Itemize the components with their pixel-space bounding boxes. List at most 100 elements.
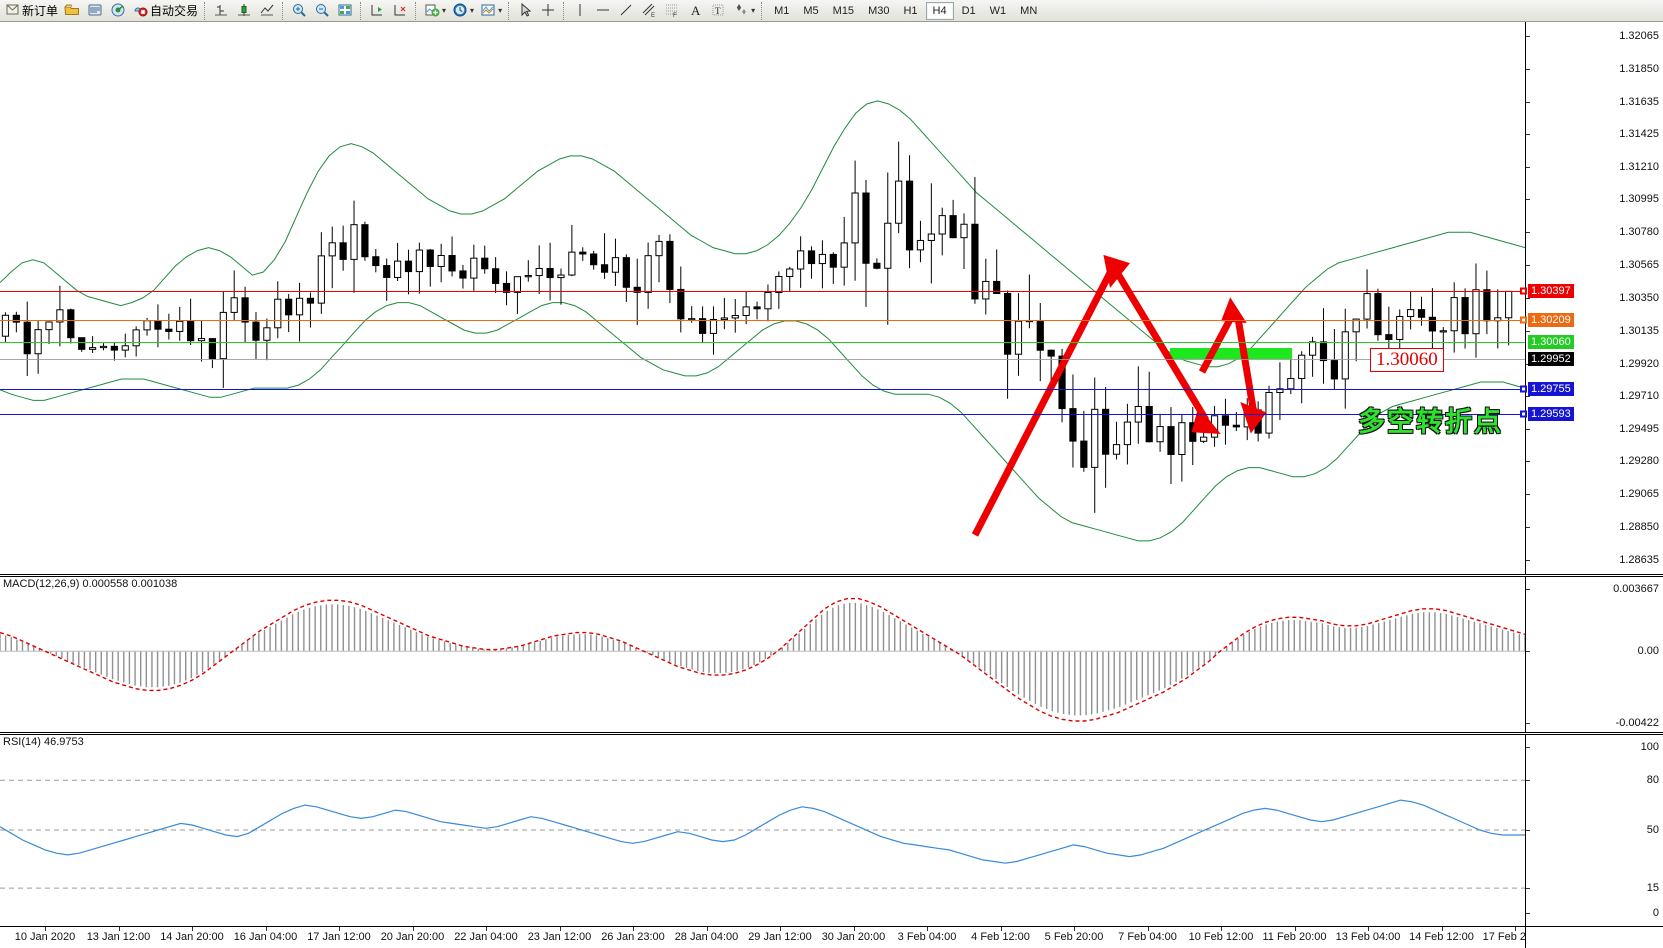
toolbar-separator bbox=[761, 1, 764, 20]
price-level-line[interactable] bbox=[0, 388, 1525, 390]
text-button[interactable]: A bbox=[684, 1, 707, 21]
price-axis[interactable]: 1.32065 1.31850 1.31635 1.31425 1.31210 1.309… bbox=[1520, 22, 1663, 574]
price-level-line[interactable] bbox=[0, 358, 1525, 360]
price-plot-region[interactable] bbox=[0, 22, 1525, 574]
candlestick bbox=[459, 265, 467, 289]
price-level-badge[interactable]: 1.30209 bbox=[1528, 312, 1574, 327]
crosshair-button[interactable] bbox=[537, 1, 560, 21]
folder-button[interactable] bbox=[61, 1, 84, 21]
time-axis-tick bbox=[780, 927, 781, 931]
vertical-line-button[interactable] bbox=[569, 1, 592, 21]
price-level-line[interactable] bbox=[0, 319, 1525, 321]
auto-scroll-button[interactable] bbox=[389, 1, 412, 21]
macd-axis-label: -0.00422 bbox=[1615, 717, 1659, 729]
candlestick bbox=[916, 220, 925, 263]
zoom-out-button[interactable] bbox=[311, 1, 334, 21]
time-axis-label: 23 Jan 12:00 bbox=[527, 931, 592, 943]
macd-pane[interactable]: MACD(12,26,9) 0.000558 0.001038 0.003667… bbox=[0, 577, 1663, 732]
equidistant-channel-button[interactable]: E bbox=[638, 1, 661, 21]
templates-button[interactable]: ▾ bbox=[477, 1, 505, 21]
price-axis-label: 1.31210 bbox=[1619, 160, 1659, 173]
templates-icon bbox=[480, 2, 497, 19]
data-window-button[interactable] bbox=[334, 1, 357, 21]
candlestick bbox=[1, 312, 10, 342]
new-order-button[interactable]: 新订单 bbox=[2, 1, 61, 21]
level-drag-handle[interactable] bbox=[1520, 410, 1527, 418]
cursor-button[interactable] bbox=[514, 1, 537, 21]
candlestick bbox=[165, 313, 173, 340]
timeframe-m1[interactable]: M1 bbox=[774, 4, 790, 17]
text-label-button[interactable]: T bbox=[707, 1, 730, 21]
candlestick-chart-button[interactable] bbox=[233, 1, 256, 21]
timeframe-m15[interactable]: M15 bbox=[832, 4, 855, 17]
line-chart-button[interactable] bbox=[256, 1, 279, 21]
price-level-badge[interactable]: 1.29755 bbox=[1528, 381, 1574, 396]
timeframe-h4[interactable]: H4 bbox=[925, 1, 954, 20]
timeframe-w1[interactable]: W1 bbox=[989, 4, 1007, 17]
timeframe-mn[interactable]: MN bbox=[1020, 4, 1038, 17]
timeframe-group: M1 M5 M15 M30 H1 H4 D1 W1 MN bbox=[767, 1, 1044, 20]
rsi-plot-region[interactable] bbox=[0, 735, 1525, 926]
timeframe-d1[interactable]: D1 bbox=[961, 4, 976, 17]
signals-button[interactable] bbox=[107, 1, 130, 21]
new-order-label: 新订单 bbox=[22, 4, 59, 18]
bar-chart-icon bbox=[213, 2, 230, 19]
equidistant-channel-icon: E bbox=[641, 2, 658, 19]
horizontal-line-button[interactable] bbox=[592, 1, 615, 21]
level-drag-handle[interactable] bbox=[1520, 316, 1527, 324]
time-axis-tick bbox=[1074, 927, 1075, 931]
level-drag-handle[interactable] bbox=[1520, 385, 1527, 393]
macd-axis-label: 0.00 bbox=[1637, 645, 1659, 658]
period-button[interactable]: ▾ bbox=[449, 1, 477, 21]
price-level-badge[interactable]: 1.29593 bbox=[1528, 406, 1574, 421]
shapes-button[interactable]: ▾ bbox=[730, 1, 758, 21]
chart-area[interactable]: 1.32065 1.31850 1.31635 1.31425 1.31210 1.309… bbox=[0, 22, 1663, 926]
bar-chart-button[interactable] bbox=[210, 1, 233, 21]
zoom-in-button[interactable] bbox=[288, 1, 311, 21]
add-indicator-icon bbox=[424, 2, 441, 19]
pane-divider[interactable] bbox=[0, 574, 1663, 577]
candlestick bbox=[786, 266, 794, 292]
candlestick bbox=[1080, 410, 1088, 472]
candlestick bbox=[938, 207, 946, 256]
add-indicator-button[interactable]: ▾ bbox=[421, 1, 449, 21]
candlestick bbox=[372, 249, 380, 273]
chevron-down-icon[interactable]: ▾ bbox=[442, 6, 447, 15]
price-level-line[interactable] bbox=[0, 290, 1525, 292]
price-level-line[interactable] bbox=[0, 413, 1525, 415]
trendline-button[interactable] bbox=[615, 1, 638, 21]
chevron-down-icon[interactable]: ▾ bbox=[751, 6, 756, 15]
price-level-badge[interactable]: 1.30060 bbox=[1528, 335, 1574, 350]
autotrading-button[interactable]: 自动交易 bbox=[130, 1, 201, 21]
fibonacci-button[interactable]: F bbox=[661, 1, 684, 21]
price-level-line[interactable] bbox=[0, 342, 1525, 344]
pane-divider[interactable] bbox=[0, 732, 1663, 735]
terminal-button[interactable] bbox=[84, 1, 107, 21]
timeframe-h1[interactable]: H1 bbox=[903, 4, 918, 17]
toolbar-separator bbox=[282, 1, 285, 20]
timeframe-m30[interactable]: M30 bbox=[868, 4, 890, 17]
rsi-axis[interactable]: 100 80 50 15 0 bbox=[1525, 735, 1663, 926]
price-level-badge[interactable]: 1.29952 bbox=[1528, 351, 1574, 366]
time-axis-tick bbox=[927, 927, 928, 931]
candlestick bbox=[535, 245, 543, 294]
chevron-down-icon[interactable]: ▾ bbox=[470, 6, 475, 15]
level-drag-handle[interactable] bbox=[1520, 287, 1527, 295]
macd-plot-region[interactable] bbox=[0, 577, 1525, 732]
candlestick bbox=[78, 337, 86, 352]
rsi-pane[interactable]: RSI(14) 46.9753 100 80 50 15 0 bbox=[0, 735, 1663, 926]
time-axis[interactable]: 10 Jan 2020 13 Jan 12:00 14 Jan 20:00 16 Ja… bbox=[0, 926, 1663, 948]
chart-shift-button[interactable] bbox=[366, 1, 389, 21]
timeframe-m5[interactable]: M5 bbox=[803, 4, 819, 17]
macd-axis[interactable]: 0.003667 0.00 -0.00422 bbox=[1525, 577, 1663, 732]
chevron-down-icon[interactable]: ▾ bbox=[498, 6, 503, 15]
candlestick bbox=[1134, 366, 1142, 444]
period-icon bbox=[452, 2, 469, 19]
axis-tick bbox=[1526, 232, 1530, 234]
price-level-badge[interactable]: 1.30397 bbox=[1528, 283, 1574, 298]
data-window-icon bbox=[337, 2, 354, 19]
candlestick bbox=[197, 319, 206, 362]
time-axis-tick bbox=[1441, 927, 1443, 931]
price-pane[interactable]: 1.32065 1.31850 1.31635 1.31425 1.31210 1.309… bbox=[0, 22, 1663, 574]
candlestick bbox=[328, 226, 336, 289]
